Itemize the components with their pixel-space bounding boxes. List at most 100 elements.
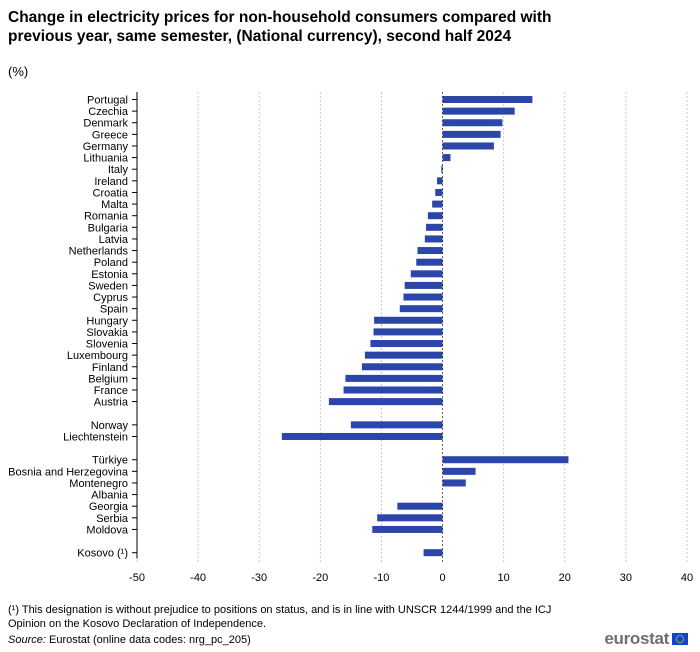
category-label: Bosnia and Herzegovina [8,466,129,478]
category-label: Poland [94,257,128,269]
x-tick-label: 30 [620,572,632,584]
category-label: Lithuania [83,153,129,165]
bar [424,235,443,243]
bar [350,421,443,429]
category-label: Bulgaria [88,222,129,234]
flag-star [679,634,681,636]
source-label: Source: [8,634,46,646]
category-label: Hungary [86,315,128,327]
source-line: Source: Eurostat (online data codes: nrg… [8,634,251,646]
x-tick-label: 10 [498,572,510,584]
bar [423,549,443,557]
bar [404,281,443,289]
footnote: (¹) This designation is without prejudic… [8,604,552,630]
bar [437,177,443,185]
category-label: Türkiye [92,455,128,467]
bar [435,188,443,196]
category-label: Liechtenstein [63,431,128,443]
flag-star [683,638,685,640]
bar [442,119,503,127]
category-label: Czechia [88,106,129,118]
x-tick-label: 20 [559,572,571,584]
category-label: Cyprus [93,292,128,304]
bar-chart: -50 -40 -30 -20 -10 0 10 20 30 40 PortugalCzechiaD… [8,92,693,584]
logo-text: eurostat [604,629,669,648]
bar [374,316,443,324]
bar [416,258,443,266]
flag-star [675,638,677,640]
bar [403,293,443,301]
bar [281,432,443,440]
bar [442,456,569,464]
bar [345,374,443,382]
category-label: Italy [108,164,129,176]
x-tick-label: -20 [312,572,328,584]
flag-star [677,635,679,637]
x-tick-label: -30 [251,572,267,584]
category-label: Luxembourg [67,350,128,362]
category-label: Sweden [88,280,128,292]
flag-star [682,640,684,642]
category-label: Kosovo (¹) [77,548,128,560]
bar [426,223,443,231]
category-label: Slovenia [86,339,129,351]
flag-star [676,640,678,642]
flag-star [682,636,684,638]
bar [417,247,443,255]
bar [364,351,443,359]
category-label: Moldova [86,524,128,536]
bar [442,479,466,487]
eu-flag-icon [672,633,688,645]
category-label: Austria [94,397,129,409]
source-text: Eurostat (online data codes: nrg_pc_205) [48,634,251,646]
unit-label: (%) [8,64,29,79]
bar [372,525,443,533]
x-tick-label: 0 [439,572,445,584]
bar [442,130,501,138]
bar [361,363,443,371]
category-label: Albania [91,490,129,502]
bar [442,467,476,475]
flag-star [679,642,681,644]
category-label: Romania [84,211,129,223]
category-label: Montenegro [69,478,128,490]
category-label: Ireland [94,176,128,188]
category-label: Georgia [89,501,129,513]
category-label: Germany [83,141,129,153]
x-tick-label: -40 [190,572,206,584]
category-label: Greece [92,129,128,141]
bar [442,154,451,162]
category-label: Denmark [83,118,128,130]
bar [328,398,443,406]
x-tick-label: -10 [373,572,389,584]
category-label: Serbia [96,513,129,525]
bar [399,305,443,313]
category-label: Croatia [93,187,129,199]
flag-star [677,641,679,643]
category-label: Malta [101,199,129,211]
category-label: Slovakia [86,327,128,339]
category-label: Portugal [87,95,128,107]
bar [370,340,443,348]
flag-star [681,641,683,643]
category-label: Norway [91,420,129,432]
category-label: Finland [92,362,128,374]
bar [397,502,443,510]
flag-star [681,635,683,637]
chart-title: Change in electricity prices for non-hou… [8,9,552,45]
bar [441,165,443,173]
bar [442,107,515,115]
x-tick-label: -50 [129,572,145,584]
category-label: Belgium [88,373,128,385]
bar [377,514,443,522]
x-tick-label: 40 [681,572,693,584]
category-label: France [94,385,128,397]
flag-star [676,636,678,638]
bar [442,142,494,150]
bar [442,96,533,103]
eurostat-logo: eurostat [604,629,688,649]
category-label: Latvia [99,234,129,246]
category-label: Estonia [91,269,129,281]
category-label: Netherlands [69,246,129,258]
category-label: Spain [100,304,128,316]
